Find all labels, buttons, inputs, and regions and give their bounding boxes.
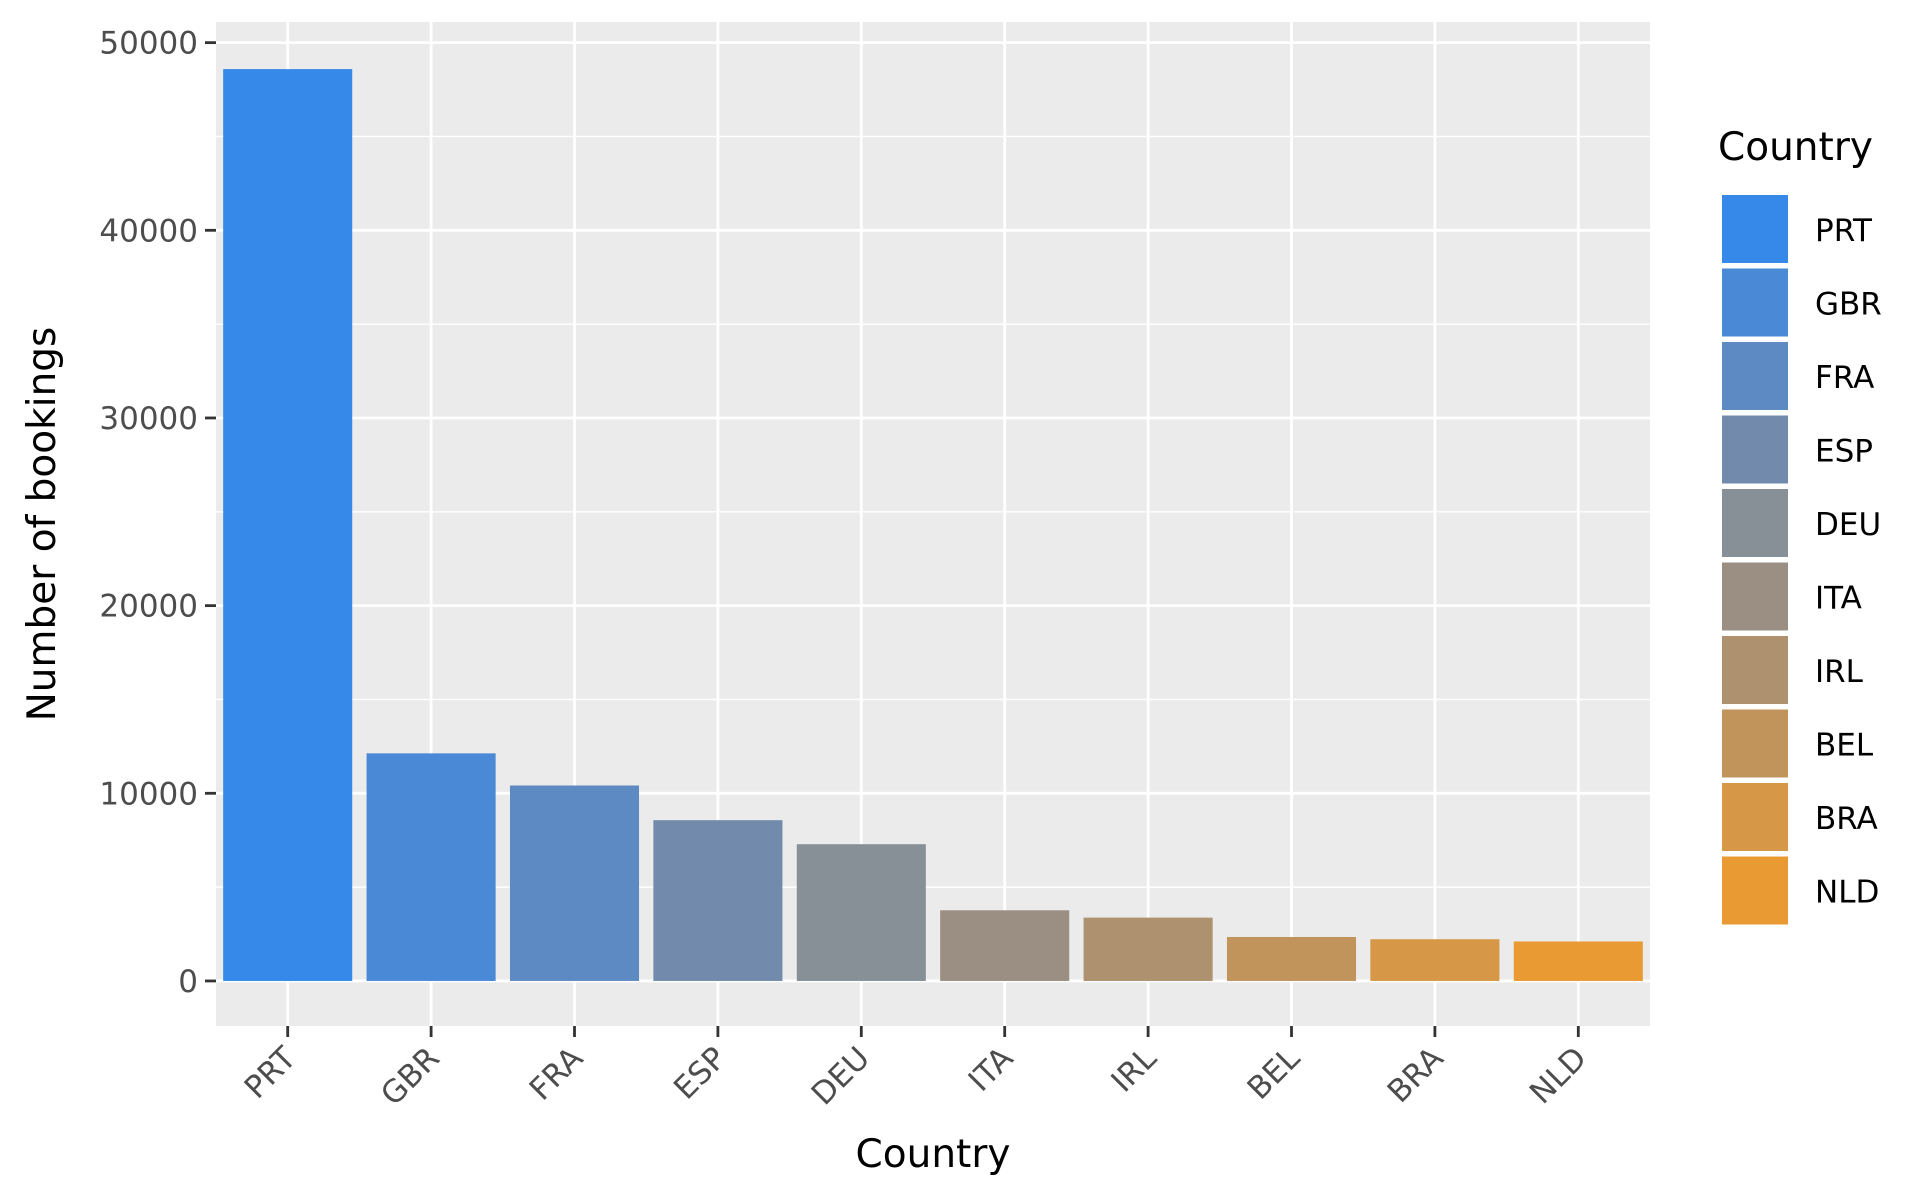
bars (223, 69, 1643, 981)
legend-key-ita (1720, 560, 1790, 633)
x-tick-label: BRA (1381, 1040, 1451, 1110)
legend-title: Country (1718, 125, 1873, 170)
x-axis: PRT GBR FRA ESP DEU ITA IRL BEL BRA NLD (238, 1026, 1594, 1113)
bar-ita (940, 910, 1070, 981)
y-tick-label: 10000 (99, 776, 198, 812)
legend-key-bel (1720, 707, 1790, 780)
x-tick-label: GBR (374, 1040, 447, 1113)
bar-deu (796, 844, 926, 981)
y-axis-title: Number of bookings (20, 327, 65, 722)
x-tick-label: ITA (962, 1040, 1021, 1099)
legend-label: PRT (1815, 213, 1873, 249)
x-tick-label: BEL (1241, 1040, 1308, 1107)
legend-key-deu (1720, 487, 1790, 559)
legend-label: BEL (1815, 728, 1874, 764)
legend-key-esp (1720, 413, 1790, 486)
y-tick-label: 30000 (99, 401, 198, 437)
bar-gbr (366, 753, 496, 981)
y-tick-label: 0 (178, 964, 198, 1000)
bar-nld (1513, 941, 1643, 981)
legend-label: NLD (1815, 875, 1879, 911)
x-tick-label: IRL (1104, 1040, 1164, 1100)
grid-lines (216, 22, 1650, 1026)
legend-label: BRA (1815, 801, 1878, 837)
legend-key-nld (1720, 854, 1790, 927)
x-tick-label: FRA (523, 1040, 590, 1107)
legend-key-fra (1720, 340, 1790, 412)
legend-key-prt (1720, 193, 1790, 265)
bar-esp (653, 820, 783, 981)
legend-label: DEU (1815, 507, 1881, 543)
legend-key-gbr (1720, 266, 1790, 339)
y-axis: 0 10000 20000 30000 40000 50000 (99, 26, 216, 1000)
legend-label: ITA (1815, 581, 1862, 617)
legend: Country PRT GBR FRA ESP DEU ITA IRL BEL BRA NLD (1718, 125, 1882, 927)
bar-bel (1226, 937, 1357, 981)
legend-key-irl (1720, 634, 1790, 706)
bar-irl (1083, 917, 1213, 981)
x-tick-label: DEU (805, 1040, 877, 1112)
y-tick-label: 50000 (99, 26, 198, 62)
legend-key-bra (1720, 781, 1790, 853)
legend-label: GBR (1815, 287, 1882, 323)
bar-prt (223, 69, 353, 981)
y-tick-label: 40000 (99, 213, 198, 249)
bar-fra (509, 785, 640, 981)
legend-label: IRL (1815, 654, 1864, 690)
y-tick-label: 20000 (99, 589, 198, 625)
x-tick-label: ESP (667, 1040, 733, 1106)
bar-bra (1370, 939, 1500, 981)
legend-label: ESP (1815, 434, 1873, 470)
legend-label: FRA (1815, 360, 1874, 396)
x-tick-label: PRT (238, 1039, 304, 1105)
x-axis-title: Country (856, 1132, 1011, 1177)
x-tick-label: NLD (1523, 1040, 1594, 1111)
